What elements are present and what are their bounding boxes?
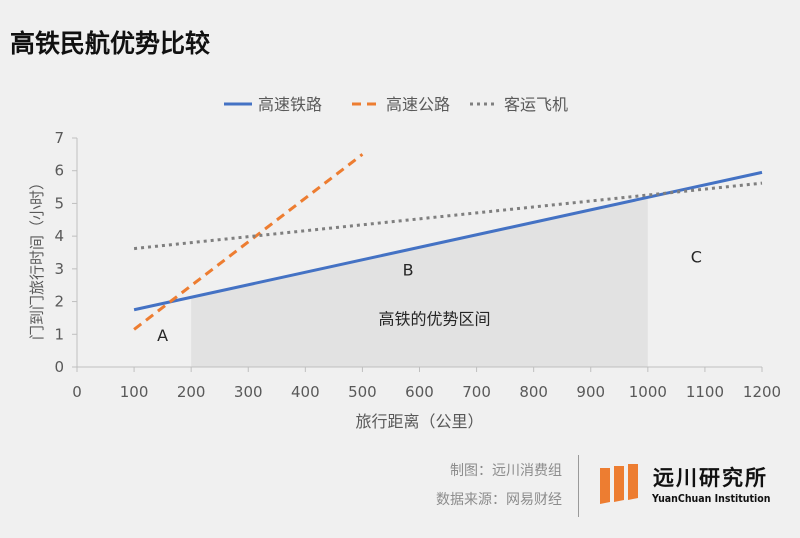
chart-title: 高铁民航优势比较 — [10, 29, 211, 58]
legend-label: 高速公路 — [386, 95, 450, 114]
x-tick-label: 0 — [72, 383, 82, 401]
x-tick-label: 300 — [234, 383, 263, 401]
y-tick-label: 0 — [54, 358, 64, 376]
y-tick-label: 7 — [54, 129, 64, 147]
advantage-region-label: 高铁的优势区间 — [378, 309, 490, 328]
yuanchuan-logo-icon — [600, 464, 638, 504]
series-line — [133, 153, 364, 331]
credit-text: 制图：远川消费组 — [450, 463, 562, 479]
brand-name-cn: 远川研究所 — [653, 466, 768, 490]
x-tick-label: 800 — [519, 383, 548, 401]
y-tick-label: 1 — [54, 325, 64, 343]
x-tick-label: 1000 — [629, 383, 667, 401]
advantage-region — [191, 197, 648, 367]
x-axis-title: 旅行距离（公里） — [355, 412, 483, 431]
footer-divider — [578, 455, 579, 517]
x-tick-label: 500 — [348, 383, 377, 401]
y-tick-label: 2 — [54, 293, 64, 311]
x-tick-label: 900 — [576, 383, 605, 401]
x-tick-label: 400 — [291, 383, 320, 401]
x-tick-label: 100 — [120, 383, 149, 401]
region-letter-label: B — [403, 260, 414, 279]
source-text: 数据来源：网易财经 — [436, 492, 562, 508]
x-tick-label: 200 — [177, 383, 206, 401]
x-tick-label: 600 — [405, 383, 434, 401]
x-tick-label: 1200 — [743, 383, 781, 401]
legend-label: 高速铁路 — [258, 95, 322, 114]
x-tick-label: 1100 — [686, 383, 724, 401]
y-axis-title: 门到门旅行时间（小时） — [28, 175, 46, 340]
y-tick-label: 5 — [54, 194, 64, 212]
legend-label: 客运飞机 — [504, 95, 568, 114]
y-tick-label: 3 — [54, 260, 64, 278]
y-tick-label: 6 — [54, 162, 64, 180]
region-letter-label: A — [157, 326, 168, 345]
region-letter-label: C — [691, 247, 702, 266]
series-line — [133, 181, 763, 251]
brand-name-en: YuanChuan Institution — [652, 493, 771, 505]
x-tick-label: 700 — [462, 383, 491, 401]
y-tick-label: 4 — [54, 227, 64, 245]
